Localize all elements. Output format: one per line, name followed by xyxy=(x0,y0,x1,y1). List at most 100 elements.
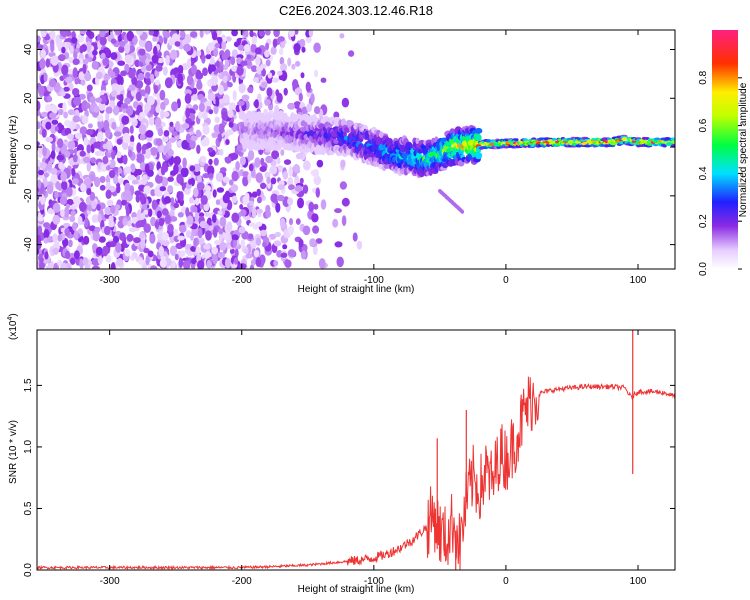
noise-blob xyxy=(229,248,235,255)
noise-blob xyxy=(287,225,294,236)
noise-blob xyxy=(68,68,74,75)
noise-blob xyxy=(148,30,155,36)
noise-blob xyxy=(287,197,294,206)
noise-blob xyxy=(194,197,200,206)
noise-blob xyxy=(116,74,123,85)
noise-blob xyxy=(51,142,56,153)
noise-blob xyxy=(87,123,93,129)
noise-blob xyxy=(236,65,244,76)
noise-blob xyxy=(96,131,104,142)
noise-blob xyxy=(302,225,311,236)
noise-blob xyxy=(175,121,181,132)
noise-blob xyxy=(169,137,177,143)
ridge-cell xyxy=(671,140,675,144)
noise-blob xyxy=(217,252,223,259)
noise-blob xyxy=(135,194,140,203)
noise-blob xyxy=(131,216,138,224)
noise-blob xyxy=(203,251,212,258)
noise-blob xyxy=(149,233,156,244)
noise-blob xyxy=(37,235,42,244)
spectrogram-y-ticks: -40 -20 0 20 40 xyxy=(23,44,675,252)
noise-blob xyxy=(293,164,300,173)
noise-blob xyxy=(197,79,202,89)
noise-blob xyxy=(148,116,155,126)
noise-blob xyxy=(291,63,296,70)
noise-blob xyxy=(203,243,211,250)
noise-blob xyxy=(227,109,234,118)
noise-blob xyxy=(256,188,262,197)
noise-blob xyxy=(313,203,319,210)
noise-blob xyxy=(191,257,197,265)
noise-blob xyxy=(128,84,136,92)
noise-blob xyxy=(239,204,244,210)
noise-blob xyxy=(158,217,165,227)
x-tick-label: -300 xyxy=(100,576,120,587)
noise-blob xyxy=(84,217,89,228)
ridge-cell xyxy=(662,144,667,148)
noise-blob xyxy=(119,40,126,48)
ridge-cell xyxy=(290,116,295,123)
noise-blob xyxy=(170,260,176,269)
noise-blob xyxy=(52,247,59,255)
noise-blob xyxy=(270,46,277,55)
noise-blob xyxy=(288,166,293,177)
ridge-branch xyxy=(460,209,465,214)
noise-blob xyxy=(159,89,166,101)
noise-blob xyxy=(110,90,118,97)
noise-blob xyxy=(141,203,148,210)
noise-blob xyxy=(270,177,277,185)
noise-blob xyxy=(117,33,123,43)
ridge-cell xyxy=(670,137,675,141)
noise-blob xyxy=(162,135,169,143)
noise-blob xyxy=(184,34,192,44)
noise-blob xyxy=(114,30,121,36)
noise-blob xyxy=(167,149,174,157)
noise-blob xyxy=(215,60,220,68)
noise-blob xyxy=(315,238,323,244)
noise-blob xyxy=(299,177,304,184)
noise-blob xyxy=(137,73,145,81)
noise-blob xyxy=(129,141,135,148)
noise-blob xyxy=(45,136,54,143)
noise-blob xyxy=(308,30,314,38)
x-tick-label: -200 xyxy=(232,275,252,286)
noise-blob xyxy=(92,243,98,251)
noise-blob xyxy=(250,259,256,266)
noise-blob xyxy=(214,116,220,124)
noise-blob xyxy=(45,265,52,269)
noise-blob xyxy=(185,107,191,119)
noise-blob xyxy=(38,169,44,176)
noise-blob xyxy=(188,178,193,185)
noise-blob xyxy=(148,208,153,217)
noise-blob xyxy=(79,258,84,269)
noise-blob xyxy=(186,58,192,68)
noise-blob xyxy=(218,123,225,134)
noise-blob xyxy=(310,93,315,104)
noise-blob xyxy=(71,167,76,177)
noise-blob xyxy=(339,33,345,39)
noise-blob xyxy=(47,236,52,243)
noise-blob xyxy=(98,101,106,111)
noise-blob xyxy=(197,111,203,119)
noise-blob xyxy=(58,161,64,170)
noise-blob xyxy=(209,64,217,72)
noise-blob xyxy=(205,53,212,60)
noise-blob xyxy=(184,243,192,250)
noise-blob xyxy=(97,255,103,265)
ridge-cell xyxy=(475,152,483,160)
noise-blob xyxy=(72,67,78,78)
noise-blob xyxy=(177,64,184,74)
noise-blob xyxy=(104,207,113,215)
noise-blob xyxy=(40,49,46,58)
x-tick-label: -300 xyxy=(100,275,120,286)
spectrogram-frame xyxy=(36,29,676,270)
noise-blob xyxy=(130,163,136,173)
noise-blob xyxy=(212,189,217,198)
noise-blob xyxy=(43,222,50,228)
noise-blob xyxy=(72,178,79,185)
noise-blob xyxy=(157,57,165,64)
noise-blob xyxy=(221,53,228,61)
noise-blob xyxy=(70,257,76,265)
snr-series-line xyxy=(37,376,675,570)
